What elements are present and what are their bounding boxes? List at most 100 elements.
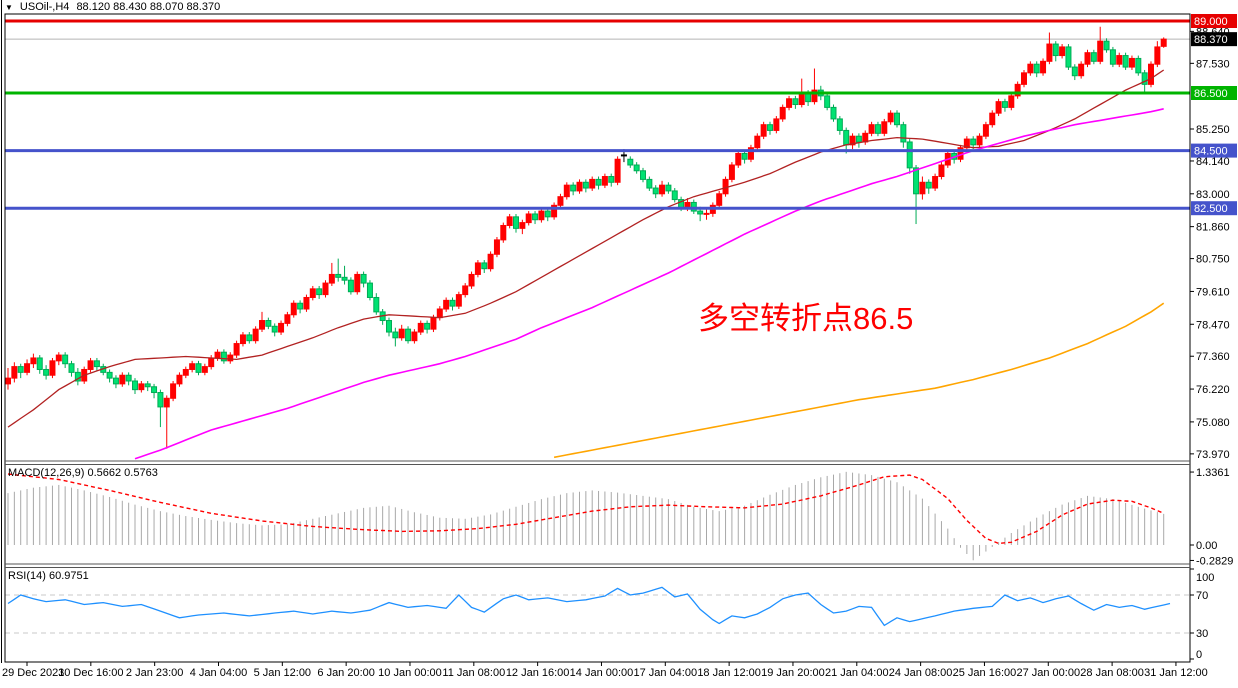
- candle-body: [620, 154, 627, 157]
- candle-body: [1122, 55, 1129, 68]
- candle-body: [436, 308, 443, 319]
- candle-body: [963, 138, 970, 149]
- candle-body: [17, 366, 24, 373]
- macd-indicator-label: MACD(12,26,9) 0.5662 0.5763: [8, 467, 158, 479]
- price-tick-label: 76.220: [1196, 384, 1230, 396]
- time-tick-label: 6 Jan 20:00: [317, 667, 375, 679]
- price-tick-label: 81.860: [1196, 222, 1230, 234]
- macd-tick-label: 1.3361: [1196, 467, 1230, 479]
- candle-body: [1084, 52, 1091, 65]
- candle-body: [214, 351, 221, 359]
- candle-body: [1001, 101, 1008, 108]
- candle-body: [430, 317, 437, 330]
- candle-body: [1052, 43, 1059, 57]
- candle-body: [500, 224, 507, 241]
- time-tick-label: 4 Jan 04:00: [190, 667, 248, 679]
- price-level-badge-bg: [1191, 201, 1237, 216]
- candle-body: [830, 106, 837, 120]
- candle-body: [1116, 55, 1123, 65]
- candle-body: [989, 112, 996, 126]
- candle-body: [87, 360, 94, 370]
- ma-mid-line: [134, 108, 1164, 460]
- time-tick-label: 18 Jan 12:00: [697, 667, 761, 679]
- candle-body: [779, 106, 786, 120]
- candle-body: [405, 328, 412, 342]
- candle-body: [1014, 83, 1021, 97]
- candle-body: [493, 239, 500, 255]
- candle-body: [659, 184, 666, 195]
- candle-body: [55, 354, 62, 362]
- candle-body: [894, 112, 900, 126]
- candle-body: [589, 178, 596, 189]
- main-chart-panel[interactable]: [5, 19, 1190, 460]
- rsi-tick-label: 0: [1196, 649, 1202, 661]
- candle-body: [532, 213, 539, 221]
- candle-body: [970, 138, 977, 146]
- candle-body: [462, 285, 469, 296]
- price-level-badge: 82.500: [1194, 203, 1228, 215]
- candle-body: [735, 152, 742, 166]
- time-tick-label: 30 Dec 16:00: [58, 667, 123, 679]
- candle-body: [443, 299, 450, 310]
- candle-body: [411, 331, 418, 342]
- candle-body: [24, 363, 31, 373]
- candle-body: [1027, 63, 1034, 74]
- candle-body: [271, 325, 278, 333]
- candle-body: [455, 294, 462, 307]
- candle-body: [906, 141, 913, 169]
- candle-body: [1128, 57, 1135, 68]
- candle-body: [633, 164, 640, 172]
- candle-body: [760, 124, 767, 137]
- candle-body: [519, 222, 526, 229]
- time-tick-label: 10 Jan 00:00: [378, 667, 442, 679]
- candle-body: [151, 386, 158, 394]
- candle-body: [506, 216, 513, 226]
- time-tick-label: 12 Jan 16:00: [506, 667, 570, 679]
- candle-body: [1109, 49, 1116, 65]
- macd-panel[interactable]: [7, 471, 1165, 561]
- candle-body: [773, 118, 780, 131]
- candle-body: [1078, 63, 1085, 77]
- candle-body: [595, 178, 602, 186]
- time-tick-label: 19 Jan 20:00: [761, 667, 825, 679]
- candle-body: [392, 331, 399, 339]
- candle-body: [646, 178, 653, 189]
- rsi-panel[interactable]: [5, 586, 1190, 634]
- candle-body: [125, 374, 132, 382]
- candle-body: [62, 354, 69, 365]
- candle-body: [208, 357, 215, 368]
- chart-title: ▼ USOil-,H4 88.120 88.430 88.070 88.370: [5, 1, 220, 13]
- candle-body: [290, 302, 297, 316]
- ma-slow-line: [553, 302, 1165, 459]
- price-tick-label: 83.000: [1196, 189, 1230, 201]
- macd-signal-line: [7, 473, 1164, 545]
- price-tick-label: 85.250: [1196, 124, 1230, 136]
- candle-body: [354, 273, 361, 293]
- candle-body: [786, 98, 793, 108]
- rsi-indicator-label: RSI(14) 60.9751: [8, 570, 89, 582]
- candle-body: [246, 334, 253, 342]
- time-tick-label: 14 Jan 00:00: [570, 667, 634, 679]
- candle-body: [767, 124, 773, 131]
- price-tick-label: 77.360: [1196, 351, 1230, 363]
- candle-body: [233, 343, 240, 356]
- price-tick-label: 79.610: [1196, 286, 1230, 298]
- candle-body: [106, 371, 113, 379]
- candle-body: [1141, 72, 1148, 85]
- time-tick-label: 2 Jan 23:00: [126, 667, 184, 679]
- price-tick-label: 78.470: [1196, 319, 1230, 331]
- candle-body: [798, 92, 805, 106]
- candle-body: [322, 282, 329, 296]
- candle-body: [5, 377, 11, 385]
- symbol-dropdown-icon[interactable]: ▼: [5, 2, 13, 12]
- candle-body: [449, 299, 456, 307]
- candle-body: [195, 363, 202, 373]
- candle-body: [1154, 46, 1161, 65]
- candle-body: [557, 196, 564, 206]
- candle-body: [474, 262, 481, 275]
- macd-tick-label: -0.2829: [1196, 555, 1233, 567]
- candle-body: [938, 164, 945, 178]
- candle-body: [671, 190, 678, 201]
- candle-body: [1008, 95, 1015, 108]
